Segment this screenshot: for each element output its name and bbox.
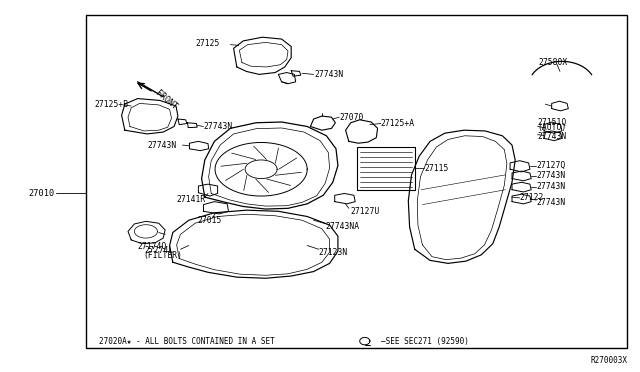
Text: 27743N: 27743N [536,171,566,180]
Text: FRONT: FRONT [154,89,179,112]
Text: 27010: 27010 [28,189,54,198]
Text: (FILTER): (FILTER) [143,251,182,260]
Text: 27122: 27122 [520,193,544,202]
Text: 27125+A: 27125+A [381,119,415,128]
Text: 27174Q: 27174Q [138,242,167,251]
Text: 27020A★ - ALL BOLTS CONTAINED IN A SET: 27020A★ - ALL BOLTS CONTAINED IN A SET [99,337,275,346]
Text: (AUTO): (AUTO) [538,123,567,132]
Text: 27151Q: 27151Q [538,118,567,126]
Text: 27743N: 27743N [315,70,344,79]
Text: 27123N: 27123N [319,248,348,257]
Text: 27115: 27115 [424,164,449,173]
Text: 27743NA: 27743NA [325,222,359,231]
Text: 27125: 27125 [195,39,220,48]
Text: 27127Q: 27127Q [536,161,566,170]
Text: 27743N: 27743N [536,198,566,207]
Text: 27580X: 27580X [539,58,568,67]
Text: 27743N: 27743N [536,182,566,191]
Text: 27125+B: 27125+B [95,100,129,109]
Text: R270003X: R270003X [590,356,627,365]
Text: 27743N: 27743N [538,132,567,141]
Text: 27274L: 27274L [145,246,174,255]
Text: 27015: 27015 [197,216,221,225]
Text: 27127U: 27127U [350,207,380,216]
Text: 27070: 27070 [339,113,364,122]
Text: 27743N: 27743N [147,141,177,150]
Text: 27743N: 27743N [204,122,233,131]
Bar [86,15,627,348]
Text: 27141R: 27141R [177,195,206,203]
Text: —SEE SEC271 (92590): —SEE SEC271 (92590) [381,337,468,346]
